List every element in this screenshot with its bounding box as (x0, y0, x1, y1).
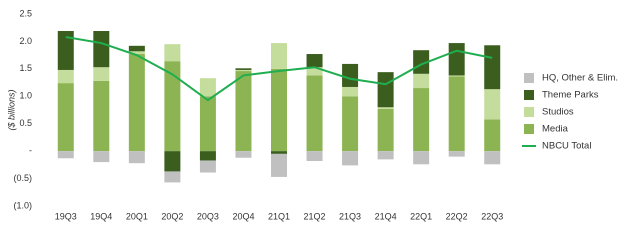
bar-segment (93, 151, 110, 163)
bar-segment (377, 107, 394, 109)
bar-segment (448, 151, 465, 157)
bar-segment (448, 75, 465, 77)
bar-segment (57, 83, 74, 152)
legend: HQ, Other & Elim. Theme Parks Studios Media… (522, 73, 618, 152)
x-tick-label: 20Q2 (161, 211, 183, 221)
bar-segment (377, 108, 394, 152)
bar-segment (377, 72, 394, 108)
legend-label: Theme Parks (542, 90, 599, 101)
x-tick-label: 20Q4 (232, 211, 254, 221)
legend-label: Studios (542, 107, 574, 118)
bar-segment (306, 75, 323, 152)
bar-segment (199, 160, 216, 173)
bar-segment (235, 151, 252, 158)
legend-swatch (524, 124, 534, 134)
bar-segment (271, 68, 287, 152)
x-tick-label: 22Q2 (446, 211, 468, 221)
legend-label: HQ, Other & Elim. (542, 73, 618, 84)
legend-swatch (524, 107, 534, 117)
x-tick-label: 21Q2 (304, 211, 326, 221)
bar-segment (235, 69, 252, 72)
y-axis-label: ($ billions) (6, 89, 16, 130)
bar-segment (271, 151, 287, 154)
bar-segment (93, 31, 110, 68)
bar-segment (128, 51, 145, 55)
x-tick-label: 20Q1 (126, 211, 148, 221)
bar-segment (377, 151, 394, 160)
x-tick-label: 21Q4 (375, 211, 397, 221)
y-tick-label: - (29, 146, 32, 156)
bar-segment (128, 151, 145, 164)
bar-segment (164, 61, 181, 152)
bar-segment (484, 151, 501, 165)
bar-segment (164, 171, 181, 183)
bar-segment (93, 67, 110, 81)
y-tick-label: 2.5 (19, 8, 32, 18)
bar-segment (128, 45, 145, 52)
bar-segment (93, 80, 110, 152)
x-tick-label: 22Q1 (410, 211, 432, 221)
x-tick-label: 19Q4 (90, 211, 112, 221)
y-tick-label: 1.0 (19, 91, 32, 101)
y-tick-label: 0.5 (19, 118, 32, 128)
bar-segment (199, 96, 216, 152)
bar-segment (164, 151, 181, 172)
y-tick-label: 1.5 (19, 63, 32, 73)
bar-segment (235, 68, 252, 70)
line (65, 36, 493, 102)
bar-segment (164, 44, 181, 62)
bar-segment (448, 76, 465, 152)
bar-segment (484, 45, 501, 90)
legend-swatch (524, 90, 534, 100)
bar-segment (128, 54, 145, 152)
bar-segment (271, 43, 287, 69)
bar-segment (413, 151, 430, 165)
x-tick-label: 19Q3 (55, 211, 77, 221)
bar-segment (57, 31, 74, 70)
bar-segment (484, 89, 501, 120)
bar-segment (306, 67, 323, 76)
bar-segment (57, 151, 74, 159)
bar-segment (448, 43, 465, 76)
x-tick-label: 20Q3 (197, 211, 219, 221)
bar-segment (57, 69, 74, 84)
bar-segment (342, 63, 359, 87)
chart: ($ billions) 2.5 2.0 1.5 1.0 0.5 - (0.5) (1.0) 1… (6, 8, 618, 221)
x-tick-label: 21Q1 (268, 211, 290, 221)
y-tick-label: (1.0) (13, 200, 32, 210)
y-tick-label: (0.5) (13, 173, 32, 183)
bar-segment (235, 71, 252, 152)
legend-label: Media (542, 124, 569, 135)
bar-segment (306, 54, 323, 68)
x-tick-label: 21Q3 (339, 211, 361, 221)
legend-swatch (524, 73, 534, 83)
legend-label: NBCU Total (542, 141, 591, 152)
bar-segment (342, 86, 359, 97)
bar-segment (484, 119, 501, 152)
bar-segment (306, 151, 323, 162)
bar-segment (413, 88, 430, 152)
bar-segment (271, 153, 287, 177)
y-tick-label: 2.0 (19, 36, 32, 46)
bar-segment (199, 151, 216, 161)
x-tick-label: 22Q3 (481, 211, 503, 221)
bar-segment (413, 50, 430, 74)
bar-segment (199, 78, 216, 97)
bar-segment (342, 151, 359, 166)
bar-segment (342, 96, 359, 152)
bar-segment (413, 73, 430, 89)
